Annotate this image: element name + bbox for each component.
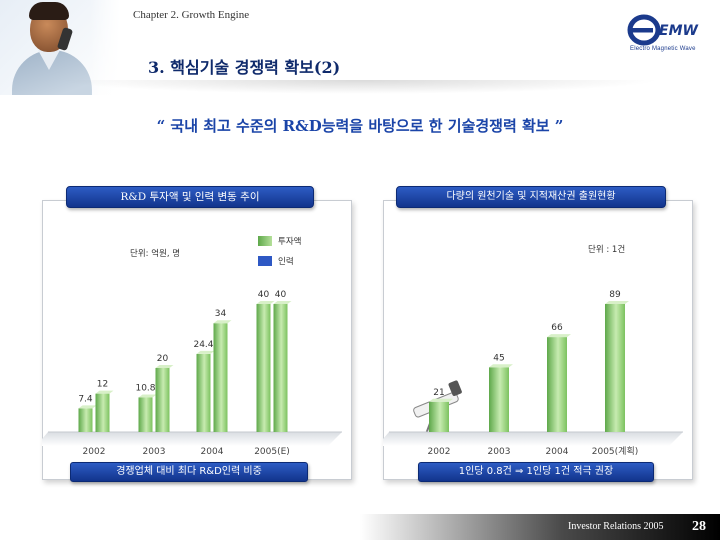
- chart-bar: [273, 304, 288, 432]
- ip-footnote: 1인당 0.8건 ⇒ 1인당 1건 적극 권장: [418, 462, 654, 482]
- chart-bar: [95, 393, 110, 432]
- ip-chart: 21 45 66 89 2002 2003 2004 2005(계획): [383, 290, 683, 457]
- header-photo: [0, 0, 120, 95]
- page-title: 3. 핵심기술 경쟁력 확보(2): [148, 58, 341, 77]
- data-label: 45: [493, 353, 504, 363]
- legend-swatch-investment: [258, 236, 272, 246]
- rnd-footnote: 경쟁업체 대비 최다 R&D인력 비중: [70, 462, 308, 482]
- company-logo: EMW: [627, 14, 698, 46]
- chart-bar-top: [273, 301, 292, 304]
- title-divider: [60, 80, 660, 94]
- chart-bar-top: [95, 390, 114, 394]
- legend-label-investment: 투자액: [278, 237, 302, 247]
- chart-bar-top: [138, 394, 157, 398]
- data-label: 66: [551, 323, 563, 333]
- chart-floor: [42, 432, 342, 446]
- category-label: 2004: [201, 447, 224, 457]
- category-label: 2004: [546, 447, 569, 457]
- chart-bar-group: 40: [273, 290, 292, 432]
- data-label: 24.4: [193, 340, 213, 350]
- data-label: 34: [215, 309, 227, 319]
- chart-bar: [155, 368, 170, 432]
- chart-bar-group: 66: [547, 323, 571, 432]
- data-label: 89: [609, 290, 621, 300]
- category-label: 2002: [428, 447, 451, 457]
- rnd-trend-heading: R&D 투자액 및 인력 변동 추이: [66, 186, 314, 208]
- chart-bar-top: [429, 398, 453, 402]
- data-label: 10.8: [135, 383, 155, 393]
- tagline: “ 국내 최고 수준의 R&D능력을 바탕으로 한 기술경쟁력 확보 ”: [156, 117, 564, 135]
- category-label: 2005(E): [254, 447, 290, 457]
- chart-bar-top: [605, 301, 629, 304]
- rnd-chart: 7.4 12 10.8 20 24.4 34 40 40 2002 2003 2004 2005(E): [42, 290, 342, 457]
- chart-bar: [547, 337, 567, 432]
- footer-bar: [0, 514, 720, 540]
- category-label: 2005(계획): [592, 445, 639, 457]
- ip-filing-heading: 다량의 원천기술 및 지적재산권 출원현황: [396, 186, 666, 208]
- chart-bar-top: [155, 365, 174, 368]
- chart-bar-group: 10.8: [135, 383, 157, 432]
- chart-bar-top: [256, 301, 275, 304]
- chart-bar: [138, 397, 153, 432]
- logo-subtitle: Electro Magnetic Wave: [630, 46, 696, 52]
- chart-floor: [383, 432, 683, 446]
- footer-text: Investor Relations 2005: [568, 521, 664, 532]
- data-label: 7.4: [78, 394, 93, 404]
- data-label: 40: [258, 290, 270, 300]
- chart-bar-group: 24.4: [193, 340, 215, 432]
- chart-bar: [429, 401, 449, 432]
- chart-bar-top: [489, 364, 513, 368]
- chart-bar-top: [78, 405, 97, 409]
- chart-bar-top: [547, 334, 571, 338]
- category-label: 2002: [83, 447, 106, 457]
- chart-bar: [256, 304, 271, 432]
- chart-bar-group: 21: [429, 388, 453, 432]
- chart-bar: [605, 304, 625, 432]
- page-number: 28: [692, 519, 706, 534]
- chart-bar-group: 7.4: [78, 394, 97, 432]
- chart-bar-top: [213, 320, 232, 324]
- data-label: 20: [157, 354, 169, 364]
- chart-bar-group: 34: [213, 309, 232, 432]
- data-label: 40: [275, 290, 287, 300]
- legend-label-staff: 인력: [278, 257, 294, 267]
- category-label: 2003: [488, 447, 511, 457]
- chapter-label: Chapter 2. Growth Engine: [133, 9, 250, 21]
- chart-bar-group: 20: [155, 354, 174, 432]
- chart-bar-top: [196, 350, 215, 354]
- ip-unit-label: 단위 : 1건: [588, 245, 626, 255]
- chart-bar: [489, 367, 509, 432]
- chart-bar-group: 40: [256, 290, 275, 432]
- legend-swatch-staff: [258, 256, 272, 266]
- chart-bar-group: 12: [95, 380, 114, 432]
- data-label: 12: [97, 380, 108, 390]
- chart-bar: [213, 323, 228, 432]
- chart-bar: [78, 408, 93, 432]
- chart-bar: [196, 353, 211, 432]
- data-label: 21: [433, 388, 444, 398]
- rnd-unit-label: 단위: 억원, 명: [130, 249, 181, 259]
- category-label: 2003: [143, 447, 166, 457]
- chart-bar-group: 89: [605, 290, 629, 432]
- logo-text: EMW: [659, 23, 698, 39]
- chart-bar-group: 45: [489, 353, 513, 432]
